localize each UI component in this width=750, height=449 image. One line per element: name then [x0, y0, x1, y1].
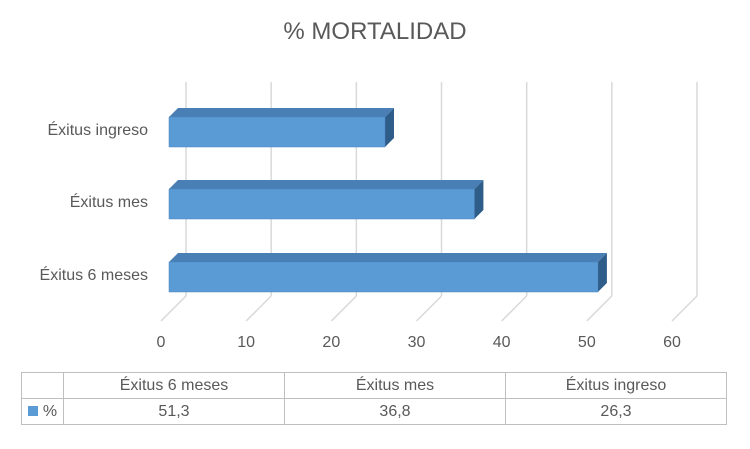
data-table-header-cell: Éxitus ingreso — [505, 372, 727, 399]
data-table: Éxitus 6 meses Éxitus mes Éxitus ingreso… — [21, 372, 727, 425]
x-tick-label: 40 — [492, 334, 511, 351]
bar-top-face — [169, 108, 394, 117]
x-tick-label: 10 — [237, 334, 256, 351]
category-label: Éxitus ingreso — [47, 122, 149, 139]
chart-title: % MORTALIDAD — [283, 18, 467, 45]
floor-gridline — [586, 295, 613, 322]
category-label: Éxitus mes — [69, 194, 148, 211]
bar-side-face — [474, 180, 484, 219]
floor-gridline — [330, 295, 357, 322]
bar-side-face — [384, 108, 394, 147]
x-tick-label: 50 — [577, 334, 596, 351]
data-table-value-cell: 36,8 — [284, 398, 506, 425]
floor-gridline — [160, 295, 187, 322]
data-table-legend-cell: % — [21, 398, 64, 425]
bar-top-face — [169, 253, 607, 262]
x-tick-label: 30 — [407, 334, 426, 351]
floor-gridline — [501, 295, 528, 322]
floor-gridline — [671, 295, 698, 322]
bar-side-face — [597, 253, 607, 292]
legend-key-swatch — [27, 406, 38, 417]
bar — [168, 116, 386, 148]
bar — [168, 261, 599, 293]
data-table-value-cell: 26,3 — [505, 398, 727, 425]
floor-gridline — [415, 295, 443, 322]
bar-top-face — [169, 180, 484, 189]
data-table-value-cell: 51,3 — [63, 398, 285, 425]
data-table-value-row: % 51,3 36,8 26,3 — [21, 398, 727, 425]
data-table-header-row: Éxitus 6 meses Éxitus mes Éxitus ingreso — [21, 372, 727, 399]
bar — [168, 188, 475, 220]
data-table-corner — [21, 372, 64, 399]
data-table-header-cell: Éxitus 6 meses — [63, 372, 285, 399]
floor-gridline — [245, 295, 272, 322]
category-label: Éxitus 6 meses — [39, 267, 148, 284]
data-table-header-cell: Éxitus mes — [284, 372, 506, 399]
legend-series-name: % — [42, 402, 58, 420]
x-tick-label: 0 — [156, 334, 166, 351]
x-tick-label: 20 — [322, 334, 341, 351]
x-tick-label: 60 — [663, 334, 681, 351]
